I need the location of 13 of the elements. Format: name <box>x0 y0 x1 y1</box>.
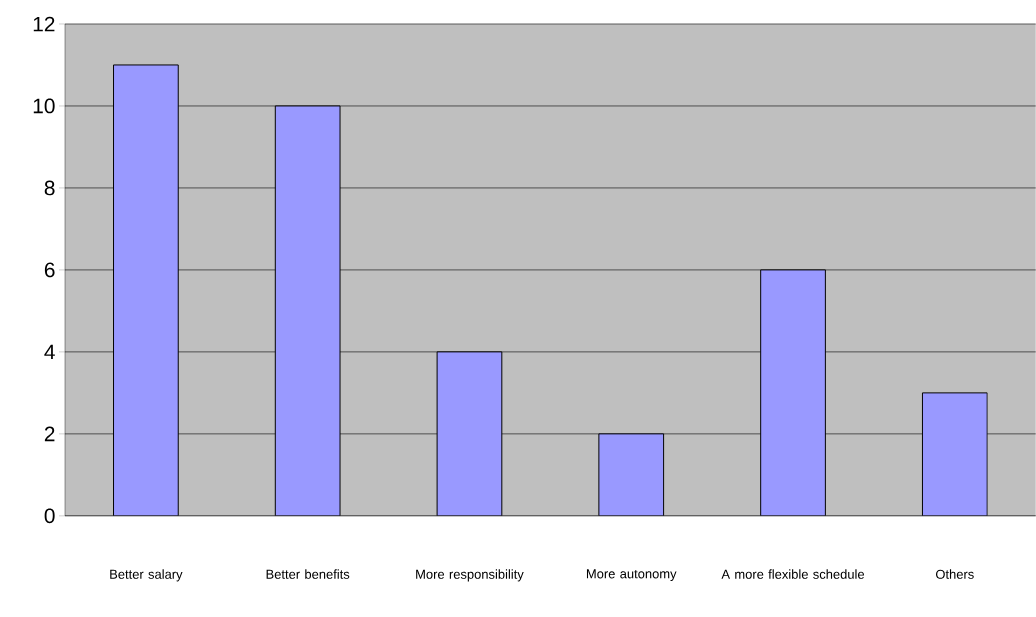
x-tick-label: More responsibility <box>416 569 524 582</box>
x-tick-label: Others <box>936 569 974 579</box>
x-tick-label: More autonomy <box>586 569 677 582</box>
y-tick-label: 6 <box>44 262 55 278</box>
y-tick-label: 0 <box>44 508 55 524</box>
y-tick-label: 4 <box>44 344 55 360</box>
y-tick-label: 8 <box>44 180 55 196</box>
y-tick-label: 12 <box>33 16 55 32</box>
y-tick-label: 10 <box>33 98 55 114</box>
y-tick-label: 2 <box>44 426 55 442</box>
x-tick-label: Better benefits <box>266 569 350 579</box>
x-tick-label: A more flexible schedule <box>721 569 865 579</box>
x-tick-label: Better salary <box>110 569 183 582</box>
